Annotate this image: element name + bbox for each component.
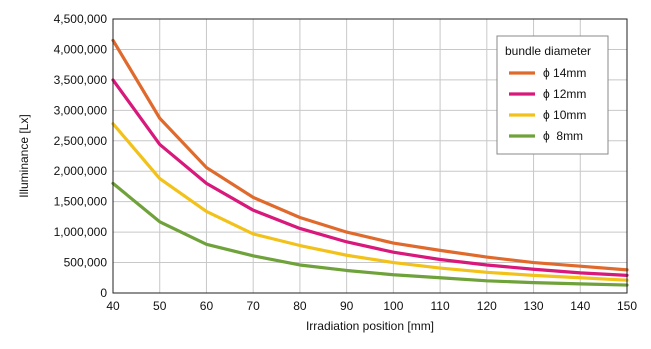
x-tick-label: 60	[200, 299, 214, 313]
y-tick-label: 2,000,000	[54, 164, 108, 178]
x-tick-label: 40	[106, 299, 120, 313]
legend-label-1: ϕ 12mm	[543, 87, 586, 101]
legend: bundle diameter ϕ 14mm ϕ 12mm ϕ 10mm ϕ 8mm	[496, 35, 609, 155]
series-line-2	[111, 122, 629, 282]
x-tick-label: 100	[383, 299, 403, 313]
x-tick-label: 150	[617, 299, 637, 313]
series-lines	[111, 38, 629, 287]
y-tick-label: 3,000,000	[54, 103, 108, 117]
series-line-0	[111, 38, 629, 272]
x-tick-label: 130	[524, 299, 544, 313]
x-tick-label: 110	[431, 299, 450, 313]
y-tick-label: 4,500,000	[54, 12, 108, 26]
x-tick-label: 70	[247, 299, 261, 313]
legend-label-3: ϕ 8mm	[543, 129, 583, 143]
y-tick-label: 4,000,000	[54, 42, 108, 56]
y-tick-label: 3,500,000	[54, 73, 108, 87]
x-axis-title: Irradiation position [mm]	[306, 319, 434, 333]
x-tick-label: 80	[293, 299, 307, 313]
x-tick-label: 90	[340, 299, 354, 313]
x-tick-label: 50	[153, 299, 167, 313]
series-line-3	[111, 181, 629, 287]
y-tick-label: 1,500,000	[54, 195, 108, 209]
legend-label-0: ϕ 14mm	[543, 66, 586, 80]
series-line-1	[111, 78, 629, 277]
x-tick-label: 140	[570, 299, 590, 313]
y-tick-label: 0	[100, 286, 107, 300]
y-axis-title: Illuminance [Lx]	[17, 114, 31, 197]
y-tick-labels: 0 500,000 1,000,000 1,500,000 2,000,000 2,500…	[54, 12, 108, 300]
legend-title: bundle diameter	[505, 44, 591, 58]
y-tick-label: 2,500,000	[54, 134, 108, 148]
y-tick-label: 500,000	[64, 256, 108, 270]
legend-items: ϕ 14mm ϕ 12mm ϕ 10mm ϕ 8mm	[509, 66, 586, 143]
x-tick-labels: 40 50 60 70 80 90 100 110 120 130 140 150	[106, 299, 637, 313]
legend-label-2: ϕ 10mm	[543, 108, 586, 122]
gridlines	[113, 19, 627, 293]
plot-frame	[112, 18, 628, 294]
x-tick-label: 120	[477, 299, 497, 313]
y-tick-label: 1,000,000	[54, 225, 108, 239]
